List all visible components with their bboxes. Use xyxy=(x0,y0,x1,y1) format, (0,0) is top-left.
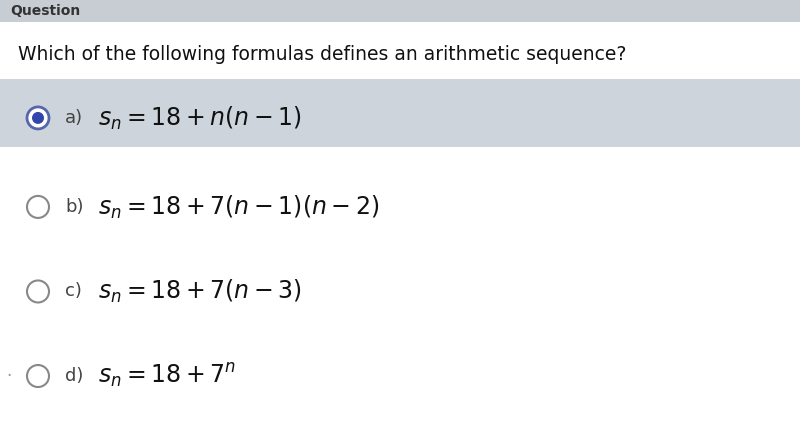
Text: $s_n = 18 + 7^n$: $s_n = 18 + 7^n$ xyxy=(98,362,236,390)
Circle shape xyxy=(27,365,49,387)
Text: $s_n = 18 + 7(n - 3)$: $s_n = 18 + 7(n - 3)$ xyxy=(98,278,302,305)
FancyBboxPatch shape xyxy=(0,79,800,147)
Text: $s_n = 18 + n(n - 1)$: $s_n = 18 + n(n - 1)$ xyxy=(98,104,302,132)
Circle shape xyxy=(27,107,49,129)
Circle shape xyxy=(27,196,49,218)
Text: Which of the following formulas defines an arithmetic sequence?: Which of the following formulas defines … xyxy=(18,45,626,65)
Text: $s_n = 18 + 7(n - 1)(n - 2)$: $s_n = 18 + 7(n - 1)(n - 2)$ xyxy=(98,193,379,221)
Text: a): a) xyxy=(65,109,83,127)
Circle shape xyxy=(27,280,49,303)
Circle shape xyxy=(32,112,44,124)
Text: b): b) xyxy=(65,198,83,216)
FancyBboxPatch shape xyxy=(0,0,800,22)
Text: ·: · xyxy=(6,367,11,385)
Text: Question: Question xyxy=(10,4,80,18)
Text: c): c) xyxy=(65,283,82,300)
Text: d): d) xyxy=(65,367,83,385)
